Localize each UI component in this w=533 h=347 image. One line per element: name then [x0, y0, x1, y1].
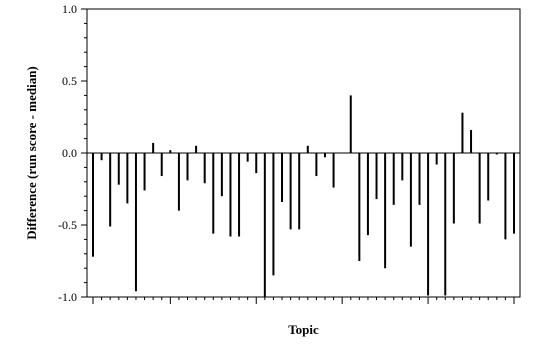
y-tick-label: -0.5	[58, 218, 77, 232]
y-axis-label: Difference (run score - median)	[24, 66, 39, 240]
y-tick-label: 0.5	[62, 74, 77, 88]
y-tick-label: 0.0	[62, 146, 77, 160]
y-tick-label: 1.0	[62, 2, 77, 16]
y-axis-tick-labels: 1.0 0.5 0.0 -0.5 -1.0	[58, 2, 77, 304]
y-axis-ticks	[81, 8, 87, 298]
x-axis-ticks	[92, 297, 515, 304]
x-axis-label: Topic	[288, 322, 319, 337]
plot-frame	[86, 8, 521, 298]
y-tick-label: -1.0	[58, 290, 77, 304]
bar-series	[92, 95, 515, 297]
